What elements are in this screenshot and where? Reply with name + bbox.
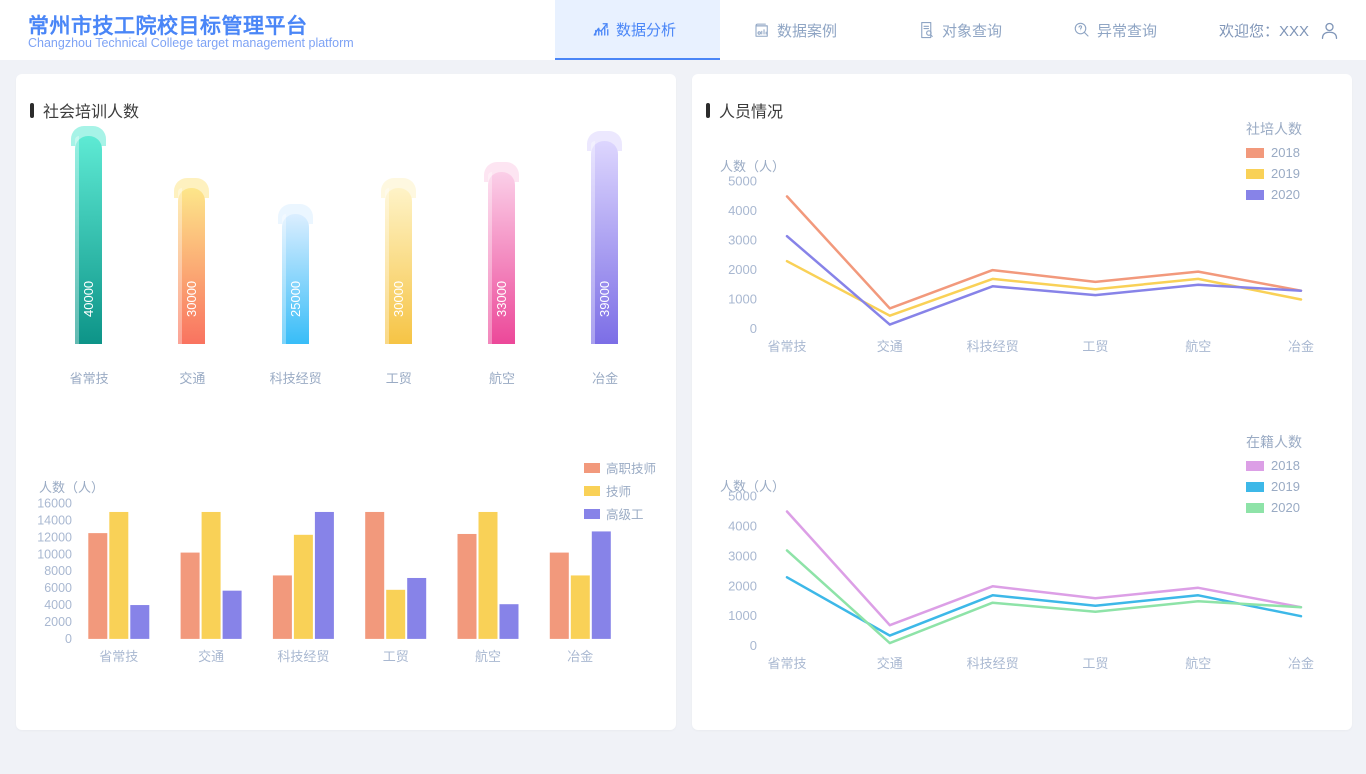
svg-text:0: 0 xyxy=(750,638,757,653)
svg-text:4000: 4000 xyxy=(728,519,757,534)
svg-text:交通: 交通 xyxy=(877,339,903,354)
svg-text:工贸: 工贸 xyxy=(1082,339,1108,354)
svg-text:4000: 4000 xyxy=(728,203,757,218)
svg-text:科技经贸: 科技经贸 xyxy=(967,656,1019,671)
svg-text:5000: 5000 xyxy=(728,174,757,189)
svg-text:2000: 2000 xyxy=(728,262,757,277)
svg-text:航空: 航空 xyxy=(1185,339,1211,354)
svg-text:2000: 2000 xyxy=(728,578,757,593)
svg-text:14000: 14000 xyxy=(37,513,72,527)
svg-text:工贸: 工贸 xyxy=(1082,656,1108,671)
svg-text:2000: 2000 xyxy=(44,615,72,629)
svg-text:科技经贸: 科技经贸 xyxy=(967,339,1019,354)
svg-text:交通: 交通 xyxy=(198,649,224,664)
svg-text:5000: 5000 xyxy=(728,489,757,504)
svg-text:12000: 12000 xyxy=(37,530,72,544)
svg-text:8000: 8000 xyxy=(44,564,72,578)
svg-text:0: 0 xyxy=(65,632,72,646)
svg-text:3000: 3000 xyxy=(728,548,757,563)
svg-text:工贸: 工贸 xyxy=(383,649,409,664)
svg-text:3000: 3000 xyxy=(728,233,757,248)
svg-text:科技经贸: 科技经贸 xyxy=(277,649,329,664)
svg-text:4000: 4000 xyxy=(44,598,72,612)
svg-text:航空: 航空 xyxy=(1185,656,1211,671)
svg-text:冶金: 冶金 xyxy=(567,649,593,664)
svg-text:0: 0 xyxy=(750,321,757,336)
svg-text:10000: 10000 xyxy=(37,547,72,561)
svg-text:省常技: 省常技 xyxy=(767,339,806,354)
svg-text:16000: 16000 xyxy=(37,497,72,511)
svg-text:6000: 6000 xyxy=(44,581,72,595)
svg-text:1000: 1000 xyxy=(728,292,757,307)
svg-text:省常技: 省常技 xyxy=(767,656,806,671)
svg-text:冶金: 冶金 xyxy=(1288,339,1314,354)
svg-text:航空: 航空 xyxy=(475,649,501,664)
svg-text:交通: 交通 xyxy=(877,656,903,671)
svg-text:省常技: 省常技 xyxy=(99,649,138,664)
svg-text:1000: 1000 xyxy=(728,608,757,623)
svg-text:冶金: 冶金 xyxy=(1288,656,1314,671)
